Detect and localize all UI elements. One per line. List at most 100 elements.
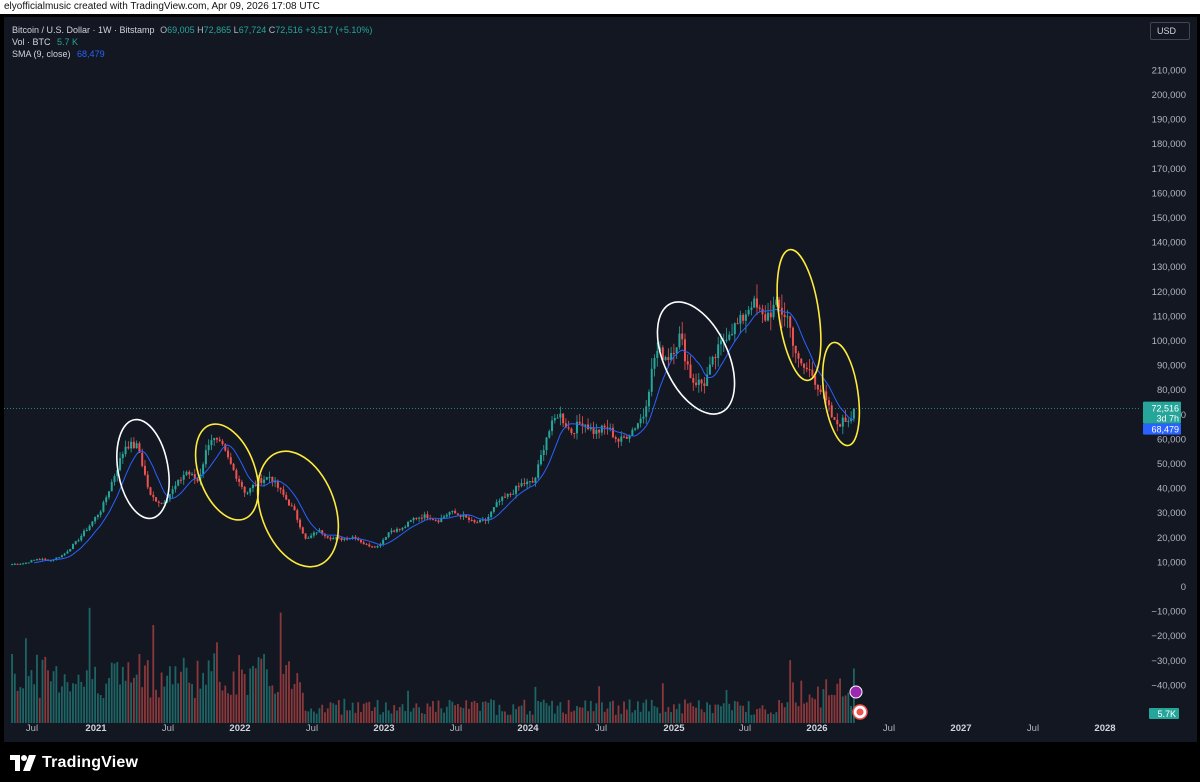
price-tick-label: −40,000 <box>1151 680 1186 691</box>
volume-bar <box>667 707 670 723</box>
volume-bar <box>487 702 490 723</box>
volume-bar <box>210 671 213 723</box>
volume-bar <box>249 668 252 723</box>
candle-body <box>755 298 758 308</box>
volume-bar <box>623 701 625 723</box>
volume-bar <box>229 694 232 723</box>
volume-bar <box>800 680 803 723</box>
volume-bar <box>725 689 728 723</box>
volume-bar <box>16 690 19 723</box>
chart-canvas[interactable]: 210,000 200,000 190,000 180,000 170,000 160,0… <box>4 17 1197 742</box>
chart-panel[interactable]: 210,000 200,000 190,000 180,000 170,000 160,0… <box>4 17 1197 742</box>
candle-body <box>199 474 202 482</box>
volume-bar <box>398 707 401 723</box>
volume-bar <box>625 709 628 723</box>
volume-bar <box>252 665 254 723</box>
sma-label[interactable]: SMA (9, close) <box>12 49 71 59</box>
tradingview-logo[interactable]: TradingView <box>10 754 138 772</box>
volume-bar <box>96 693 99 723</box>
volume-bar <box>476 702 479 723</box>
candle-body <box>728 334 731 340</box>
volume-bar <box>684 699 686 723</box>
candle-body <box>670 352 673 361</box>
candle-body <box>653 357 656 369</box>
volume-bar <box>301 692 304 723</box>
volume-bar <box>562 712 565 723</box>
candle-body <box>282 489 285 496</box>
volume-bar <box>692 706 695 723</box>
volume-bar <box>276 691 279 723</box>
candle-body <box>96 514 99 518</box>
volume-bar <box>321 704 324 723</box>
candle-body <box>592 427 595 434</box>
volume-bar <box>420 713 423 723</box>
candle-body <box>412 517 415 521</box>
candle-body <box>603 425 606 428</box>
candle-body <box>265 477 268 480</box>
candle-body <box>584 424 587 426</box>
volume-bar <box>769 712 772 723</box>
volume-bar <box>38 697 41 723</box>
candle-body <box>537 464 540 478</box>
candle-body <box>470 519 473 521</box>
volume-bar <box>600 702 603 723</box>
candle-body <box>456 513 459 515</box>
tradingview-brand: TradingView <box>42 754 139 771</box>
volume-bar <box>232 671 235 723</box>
volume-bar <box>758 708 761 723</box>
volume-bar <box>573 710 576 723</box>
candle-body <box>747 309 750 315</box>
volume-bar <box>440 708 443 723</box>
volume-bar <box>404 711 407 723</box>
candle-body <box>83 530 86 536</box>
price-tick-label: 210,000 <box>1152 65 1186 76</box>
volume-bar <box>742 705 745 723</box>
annotation-ellipse <box>116 418 170 520</box>
volume-label[interactable]: Vol · BTC <box>12 37 51 47</box>
candle-body <box>135 443 138 449</box>
candle-body <box>323 534 326 537</box>
candle-body <box>814 375 817 385</box>
volume-bar <box>512 704 515 723</box>
candle-body <box>30 560 33 563</box>
volume-bar <box>396 710 398 723</box>
volume-bar <box>559 702 562 723</box>
candle-body <box>19 563 22 565</box>
volume-bar <box>13 673 16 723</box>
volume-bar <box>515 709 517 723</box>
event-icons[interactable] <box>849 685 868 720</box>
candle-body <box>454 510 457 514</box>
candle-body <box>523 483 526 485</box>
candle-body <box>243 486 246 493</box>
volume-bar <box>653 706 656 723</box>
candle-body <box>69 549 72 552</box>
close-label: C <box>268 25 276 35</box>
candle-body <box>418 517 421 519</box>
currency-button[interactable]: USD <box>1150 22 1190 40</box>
volume-bar <box>315 713 318 723</box>
candle-body <box>299 519 302 528</box>
countdown-tag-value: 3d 7h <box>1156 414 1179 424</box>
close-value: 72,516 <box>275 25 303 35</box>
legend-row-symbol: Bitcoin / U.S. Dollar · 1W · Bitstamp O6… <box>12 24 372 36</box>
volume-bar <box>648 711 650 723</box>
volume-bar <box>36 654 38 723</box>
price-tick-label: −10,000 <box>1151 607 1186 618</box>
volume-bar <box>744 711 747 723</box>
volume-bar <box>227 693 229 723</box>
price-tick-label: 100,000 <box>1152 336 1186 347</box>
volume-bar <box>310 708 313 723</box>
volume-bar <box>146 660 149 723</box>
volume-bar <box>819 707 822 723</box>
legend-row-sma: SMA (9, close) 68,479 <box>12 48 372 60</box>
symbol-name[interactable]: Bitcoin / U.S. Dollar · 1W · Bitstamp <box>12 25 155 35</box>
volume-bar <box>686 703 689 723</box>
volume-bar <box>409 711 412 723</box>
volume-tag <box>1149 708 1179 719</box>
volume-bar <box>578 707 581 723</box>
high-value: 72,865 <box>203 25 232 35</box>
time-tick-label: 2027 <box>950 723 971 734</box>
candle-body <box>816 384 819 390</box>
candle-body <box>296 510 299 520</box>
candle-body <box>437 520 440 523</box>
